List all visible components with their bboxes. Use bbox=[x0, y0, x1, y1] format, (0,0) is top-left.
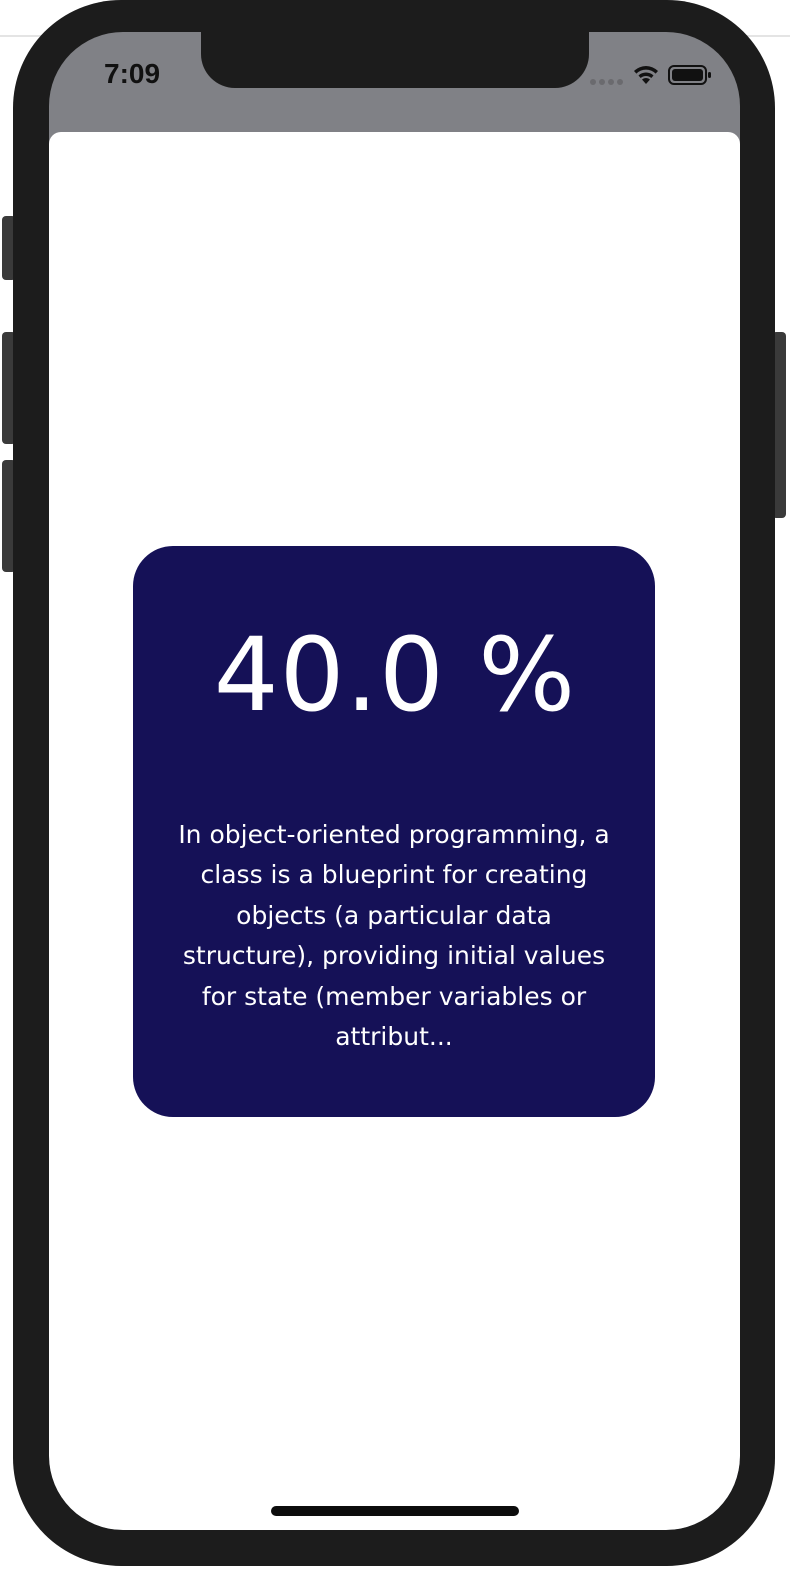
progress-percentage: 40.0 % bbox=[213, 616, 577, 735]
device-notch bbox=[201, 30, 589, 88]
status-bar-time: 7:09 bbox=[104, 58, 161, 89]
home-indicator[interactable] bbox=[271, 1506, 519, 1516]
power-button bbox=[772, 332, 786, 518]
wifi-icon bbox=[634, 66, 658, 84]
volume-down-button bbox=[2, 460, 16, 572]
battery-icon bbox=[668, 65, 711, 85]
progress-card[interactable] bbox=[133, 546, 655, 1117]
card-description: In object-oriented programming, a class … bbox=[178, 820, 610, 1052]
volume-up-button bbox=[2, 332, 16, 444]
cellular-signal-icon bbox=[590, 79, 624, 85]
silent-switch bbox=[2, 216, 16, 280]
